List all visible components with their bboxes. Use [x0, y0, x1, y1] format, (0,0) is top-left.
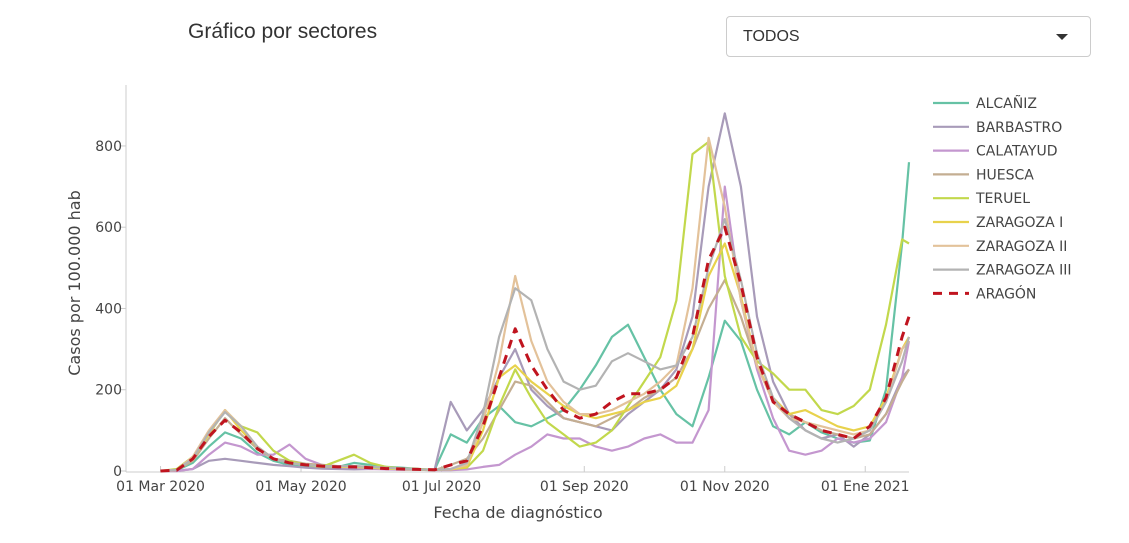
x-tick-label: 01 Nov 2020 — [680, 479, 770, 495]
page-title: Gráfico por sectores — [188, 20, 378, 43]
y-tick-label: 400 — [95, 301, 122, 317]
x-tick-label: 01 May 2020 — [255, 479, 346, 495]
y-tick-label: 600 — [95, 220, 122, 236]
sector-select[interactable]: TODOS — [726, 16, 1091, 57]
x-axis-title: Fecha de diagnóstico — [433, 503, 602, 522]
legend-item[interactable]: ARAGÓN — [933, 284, 1036, 302]
legend-label: CALATAYUD — [976, 144, 1058, 160]
x-tick-label: 01 Mar 2020 — [116, 479, 205, 495]
legend-item[interactable]: ZARAGOZA III — [933, 263, 1072, 279]
legend-item[interactable]: ALCAÑIZ — [933, 95, 1037, 112]
sector-select-value: TODOS — [743, 28, 800, 45]
legend-item[interactable]: ZARAGOZA II — [933, 239, 1067, 255]
series-line-zaragoza-iii — [160, 218, 911, 473]
legend-label: ZARAGOZA I — [976, 215, 1063, 231]
y-tick-label: 0 — [113, 464, 122, 480]
series-line-aragón — [160, 225, 911, 473]
legend-label: BARBASTRO — [976, 120, 1062, 136]
legend-label: ALCAÑIZ — [976, 95, 1037, 112]
series-line-alcañiz — [160, 162, 911, 473]
legend-label: ARAGÓN — [976, 284, 1036, 302]
series-line-zaragoza-i — [160, 242, 910, 473]
axes — [125, 85, 909, 473]
legend-item[interactable]: CALATAYUD — [933, 144, 1058, 160]
y-axis-title: Casos por 100.000 hab — [65, 190, 84, 375]
legend-item[interactable]: TERUEL — [933, 191, 1030, 207]
legend-item[interactable]: BARBASTRO — [933, 120, 1062, 136]
legend-label: ZARAGOZA II — [976, 239, 1067, 255]
x-tick-label: 01 Sep 2020 — [540, 479, 629, 495]
series-line-huesca — [160, 278, 910, 473]
legend-item[interactable]: ZARAGOZA I — [933, 215, 1063, 231]
series-line-calatayud — [160, 185, 911, 473]
x-tick-label: 01 Jul 2020 — [402, 479, 481, 495]
x-tick-label: 01 Ene 2021 — [821, 479, 910, 495]
caret-down-icon — [1056, 34, 1068, 40]
legend-label: TERUEL — [975, 191, 1030, 207]
legend-label: HUESCA — [976, 167, 1034, 183]
y-tick-label: 200 — [95, 383, 122, 399]
legend: ALCAÑIZ BARBASTRO CALATAYUD HUESCA TERUEL ZAR… — [933, 95, 1072, 302]
series-line-teruel — [160, 140, 910, 473]
x-ticks: 01 Mar 2020 01 May 2020 01 Jul 2020 01 Sep … — [116, 466, 910, 495]
y-tick-label: 800 — [95, 139, 122, 155]
series-line-barbastro — [160, 112, 910, 473]
y-ticks: 0 200 400 600 800 — [95, 139, 126, 480]
legend-label: ZARAGOZA III — [976, 263, 1072, 279]
legend-item[interactable]: HUESCA — [933, 167, 1034, 183]
plot-area — [160, 112, 911, 473]
series-line-zaragoza-ii — [160, 136, 910, 473]
